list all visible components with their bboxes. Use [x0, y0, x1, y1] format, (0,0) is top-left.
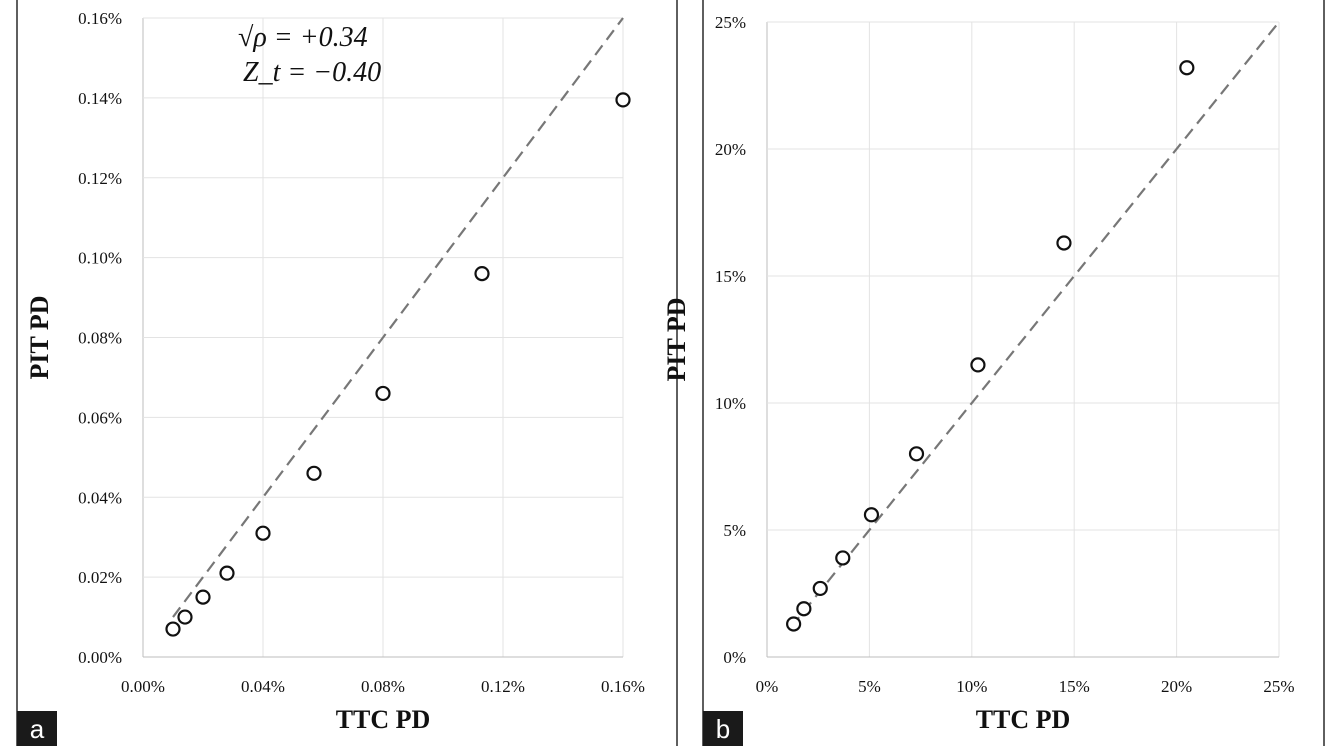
data-point [615, 92, 631, 108]
data-point [219, 565, 235, 581]
panel-b: 0% 5% 10% 15% 20% 25% 0% 5% 10% 15% 20% 25% TTC PD PI… [662, 13, 1295, 734]
x-tick-label: 25% [1263, 677, 1294, 696]
x-tick-label: 10% [956, 677, 987, 696]
x-tick-label: 0% [756, 677, 779, 696]
x-tick-label: 20% [1161, 677, 1192, 696]
x-axis-title: TTC PD [336, 705, 431, 734]
data-point [306, 465, 322, 481]
panel-tag-a-bg [17, 711, 57, 746]
x-tick-label: 0.04% [241, 677, 285, 696]
x-tick-label: 5% [858, 677, 881, 696]
data-point [970, 357, 986, 373]
x-tick-label: 15% [1059, 677, 1090, 696]
y-axis-title: PIT PD [25, 295, 54, 379]
x-tick-label: 0.08% [361, 677, 405, 696]
annotation-sqrt-rho: √ρ = +0.34 [238, 22, 368, 53]
data-point [177, 609, 193, 625]
data-point [255, 525, 271, 541]
data-point [863, 507, 880, 523]
y-tick-label: 5% [723, 521, 746, 540]
panel-tag-b: b [716, 714, 730, 744]
x-tick-label: 0.00% [121, 677, 165, 696]
panel-a: 0.00% 0.04% 0.08% 0.12% 0.16% 0.00% 0.02% 0.04%… [25, 9, 645, 734]
x-tick-label: 0.12% [481, 677, 525, 696]
y-tick-label: 0.02% [78, 568, 122, 587]
y-tick-label: 0.04% [78, 488, 122, 507]
data-point [195, 589, 211, 605]
reference-line [172, 17, 624, 618]
data-point [1056, 235, 1072, 251]
y-tick-label: 0.08% [78, 329, 122, 348]
data-point [1179, 60, 1195, 76]
data-point [786, 616, 802, 632]
data-point [908, 446, 925, 462]
y-tick-label: 0.16% [78, 9, 122, 28]
panel-tag-b-bg [703, 711, 743, 746]
y-tick-label: 0.14% [78, 89, 122, 108]
annotation-zt: Z_t = −0.40 [243, 57, 381, 88]
reference-line [790, 21, 1280, 628]
y-tick-label: 0% [723, 648, 746, 667]
y-tick-label: 20% [715, 140, 746, 159]
y-tick-label: 15% [715, 267, 746, 286]
y-tick-label: 0.12% [78, 169, 122, 188]
data-point [796, 601, 812, 617]
x-axis-title: TTC PD [976, 705, 1071, 734]
y-axis-title: PIT PD [662, 297, 691, 381]
y-tick-label: 0.06% [78, 408, 122, 427]
y-tick-label: 0.00% [78, 648, 122, 667]
data-point [375, 385, 391, 402]
annotation-block: √ρ = +0.34 Z_t = −0.40 [238, 22, 381, 88]
data-point [474, 266, 490, 282]
y-tick-label: 10% [715, 394, 746, 413]
data-point [165, 621, 181, 637]
panel-b-border [702, 0, 1325, 748]
y-tick-label: 0.10% [78, 249, 122, 268]
data-point [812, 580, 828, 597]
y-tick-label: 25% [715, 13, 746, 32]
panel-tag-a: a [30, 714, 45, 744]
data-point [835, 550, 851, 566]
panel-a-border [16, 0, 678, 748]
x-tick-label: 0.16% [601, 677, 645, 696]
